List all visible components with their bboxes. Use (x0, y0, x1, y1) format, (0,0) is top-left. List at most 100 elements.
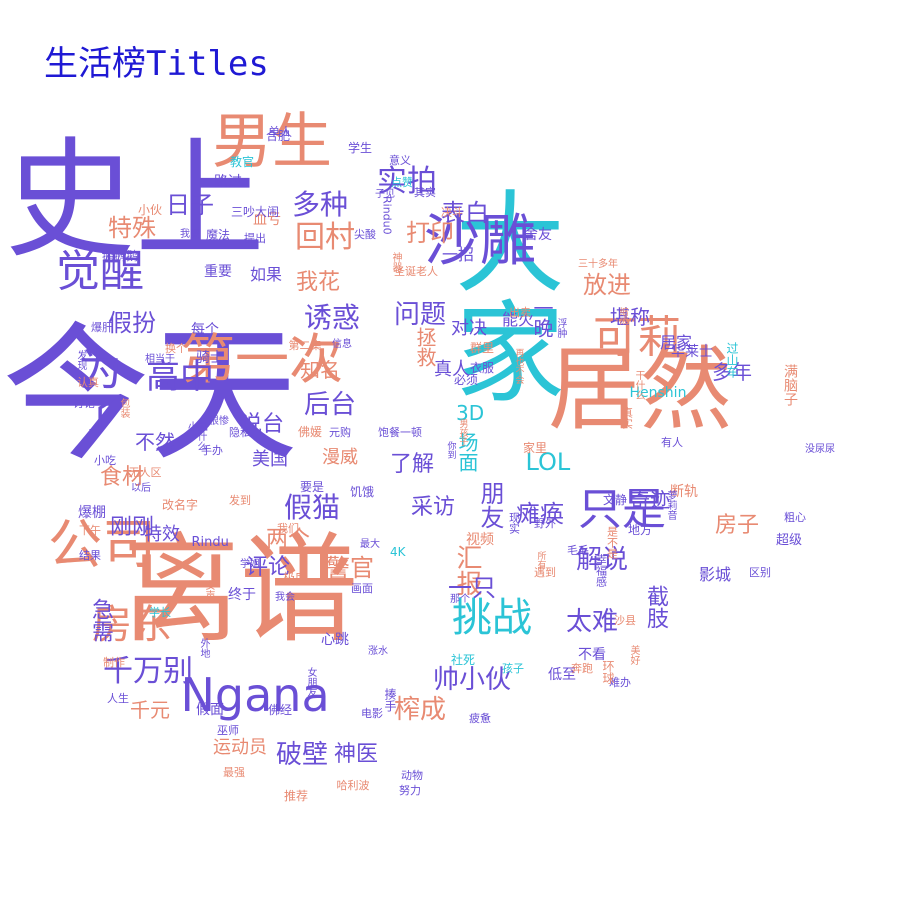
word-term-158: 圣诞老人 (394, 264, 438, 278)
word-term-13: 可莉 (593, 312, 681, 363)
word-term-7: 第一次 (181, 328, 343, 391)
word-term-73: 血亏 (253, 212, 281, 228)
word-term-40: 特殊 (108, 214, 156, 242)
word-term-3: 大家 (436, 185, 564, 405)
word-term-180: 干什么 (633, 370, 644, 400)
word-term-1: 史上 (5, 124, 266, 276)
word-term-27: 帅小伙 (433, 665, 512, 695)
word-term-155: 决斗 (441, 205, 463, 219)
word-term-154: 点赞 (391, 175, 413, 189)
word-term-43: 刚刚 (110, 515, 155, 540)
word-term-20: 多种 (292, 188, 349, 221)
word-term-21: 诱惑 (304, 301, 361, 334)
word-term-56: 不然 (135, 430, 175, 454)
word-term-108: 手办 (201, 443, 223, 457)
word-term-188: 为什么 (195, 421, 206, 451)
word-term-159: 下午 (79, 523, 101, 537)
word-term-91: 爆棚 (78, 505, 106, 521)
word-term-129: 疲惫 (469, 711, 491, 725)
word-term-128: 动物 (401, 768, 423, 782)
word-term-11: 为了 (70, 346, 121, 434)
word-term-6: 沙雕 (424, 209, 536, 274)
word-term-89: 低至 (548, 667, 576, 683)
word-term-60: 运动员 (213, 737, 267, 758)
word-term-49: 神医 (334, 742, 379, 767)
word-term-100: 教官 (230, 155, 255, 169)
word-term-117: 极度 (283, 571, 308, 585)
word-term-57: 急需 (88, 598, 113, 642)
word-term-139: 家里 (523, 441, 548, 455)
word-term-134: 遇到 (534, 565, 556, 579)
word-term-16: 高中 (146, 357, 214, 397)
word-term-191: 男孩子 (457, 418, 468, 446)
word-term-51: 奇迹 (630, 488, 670, 512)
word-term-169: 以后 (131, 483, 151, 494)
word-term-153: 子见 (375, 189, 395, 200)
word-term-107: 认真 (77, 375, 99, 389)
word-term-131: 孩子 (502, 661, 524, 675)
word-term-53: 截肢 (643, 585, 668, 629)
word-term-116: 最大 (360, 539, 380, 550)
word-term-12: 只是 (578, 484, 666, 535)
word-term-198: 你到 (445, 441, 456, 459)
word-term-29: 解说 (576, 545, 629, 575)
word-term-174: 环球 (601, 660, 615, 684)
word-term-2: 离谱 (122, 521, 359, 659)
word-term-109: 隐私 (229, 425, 251, 439)
word-term-80: 断轨 (670, 484, 698, 500)
word-term-87: 假面 (196, 702, 224, 718)
word-term-194: 女声 (203, 580, 214, 600)
word-term-136: 野外 (534, 516, 556, 530)
word-term-164: 讨论 (73, 396, 95, 410)
word-term-23: 问题 (394, 300, 447, 330)
word-term-133: 难办 (609, 675, 631, 689)
word-term-125: 推荐 (284, 789, 309, 803)
word-term-135: 毛毛 (567, 543, 589, 557)
word-term-145: 过山车 (725, 342, 739, 378)
word-term-186: 包装 (118, 398, 129, 418)
word-term-162: 制作 (103, 655, 125, 669)
word-term-48: 了解 (390, 452, 435, 477)
word-term-149: 信息 (332, 339, 352, 350)
word-term-71: 影城 (699, 565, 732, 584)
word-term-111: 元购 (329, 425, 351, 439)
word-rindu0: Rindu0 (380, 195, 394, 235)
word-term-148: 群里 (470, 341, 495, 355)
word-term-10: 觉醒 (56, 246, 144, 297)
word-term-152: 提出 (244, 231, 266, 245)
word-term-79: 舍友 (524, 227, 552, 243)
word-term-127: 努力 (399, 783, 421, 797)
word-term-132: 奔跑 (571, 661, 593, 675)
word-term-120: 学长 (149, 605, 171, 619)
word-term-113: 饥饿 (350, 485, 375, 499)
word-term-55: 多年 (712, 360, 752, 384)
word-term-95: 小伙 (138, 203, 163, 217)
word-term-18: 回村 (295, 220, 355, 255)
word-term-173: 是不是 (605, 525, 619, 559)
word-term-0: 今天 (2, 309, 298, 481)
word-term-101: 学生 (348, 141, 373, 155)
word-term-147: 衣服 (470, 361, 495, 375)
word-term-47: 采访 (411, 495, 456, 520)
word-term-65: 美国 (252, 449, 288, 470)
word-term-151: 我要 (180, 229, 200, 240)
word-term-59: 千元 (130, 698, 170, 722)
word-4k: 4K (390, 545, 406, 559)
word-term-61: 真人 (434, 359, 470, 380)
word-term-46: 我花 (296, 270, 341, 295)
word-term-102: 意义 (389, 153, 411, 167)
word-term-171: 那个 (450, 594, 470, 605)
word-term-192: 浮肿 (555, 318, 566, 338)
word-term-157: 出卖 (509, 305, 531, 319)
word-term-78: 骑士 (196, 350, 224, 366)
word-term-189: 神器 (390, 252, 401, 272)
word-term-93: 要是 (300, 480, 325, 494)
word-term-82: 华莱士 (671, 344, 713, 360)
word-term-68: 特效 (144, 524, 180, 545)
word-term-182: 萝莉音 (665, 490, 676, 520)
word-term-24: 后台 (304, 390, 357, 420)
word-term-26: 榨成 (394, 695, 447, 725)
word-term-142: 区别 (749, 565, 771, 579)
word-term-114: 发到 (229, 493, 251, 507)
